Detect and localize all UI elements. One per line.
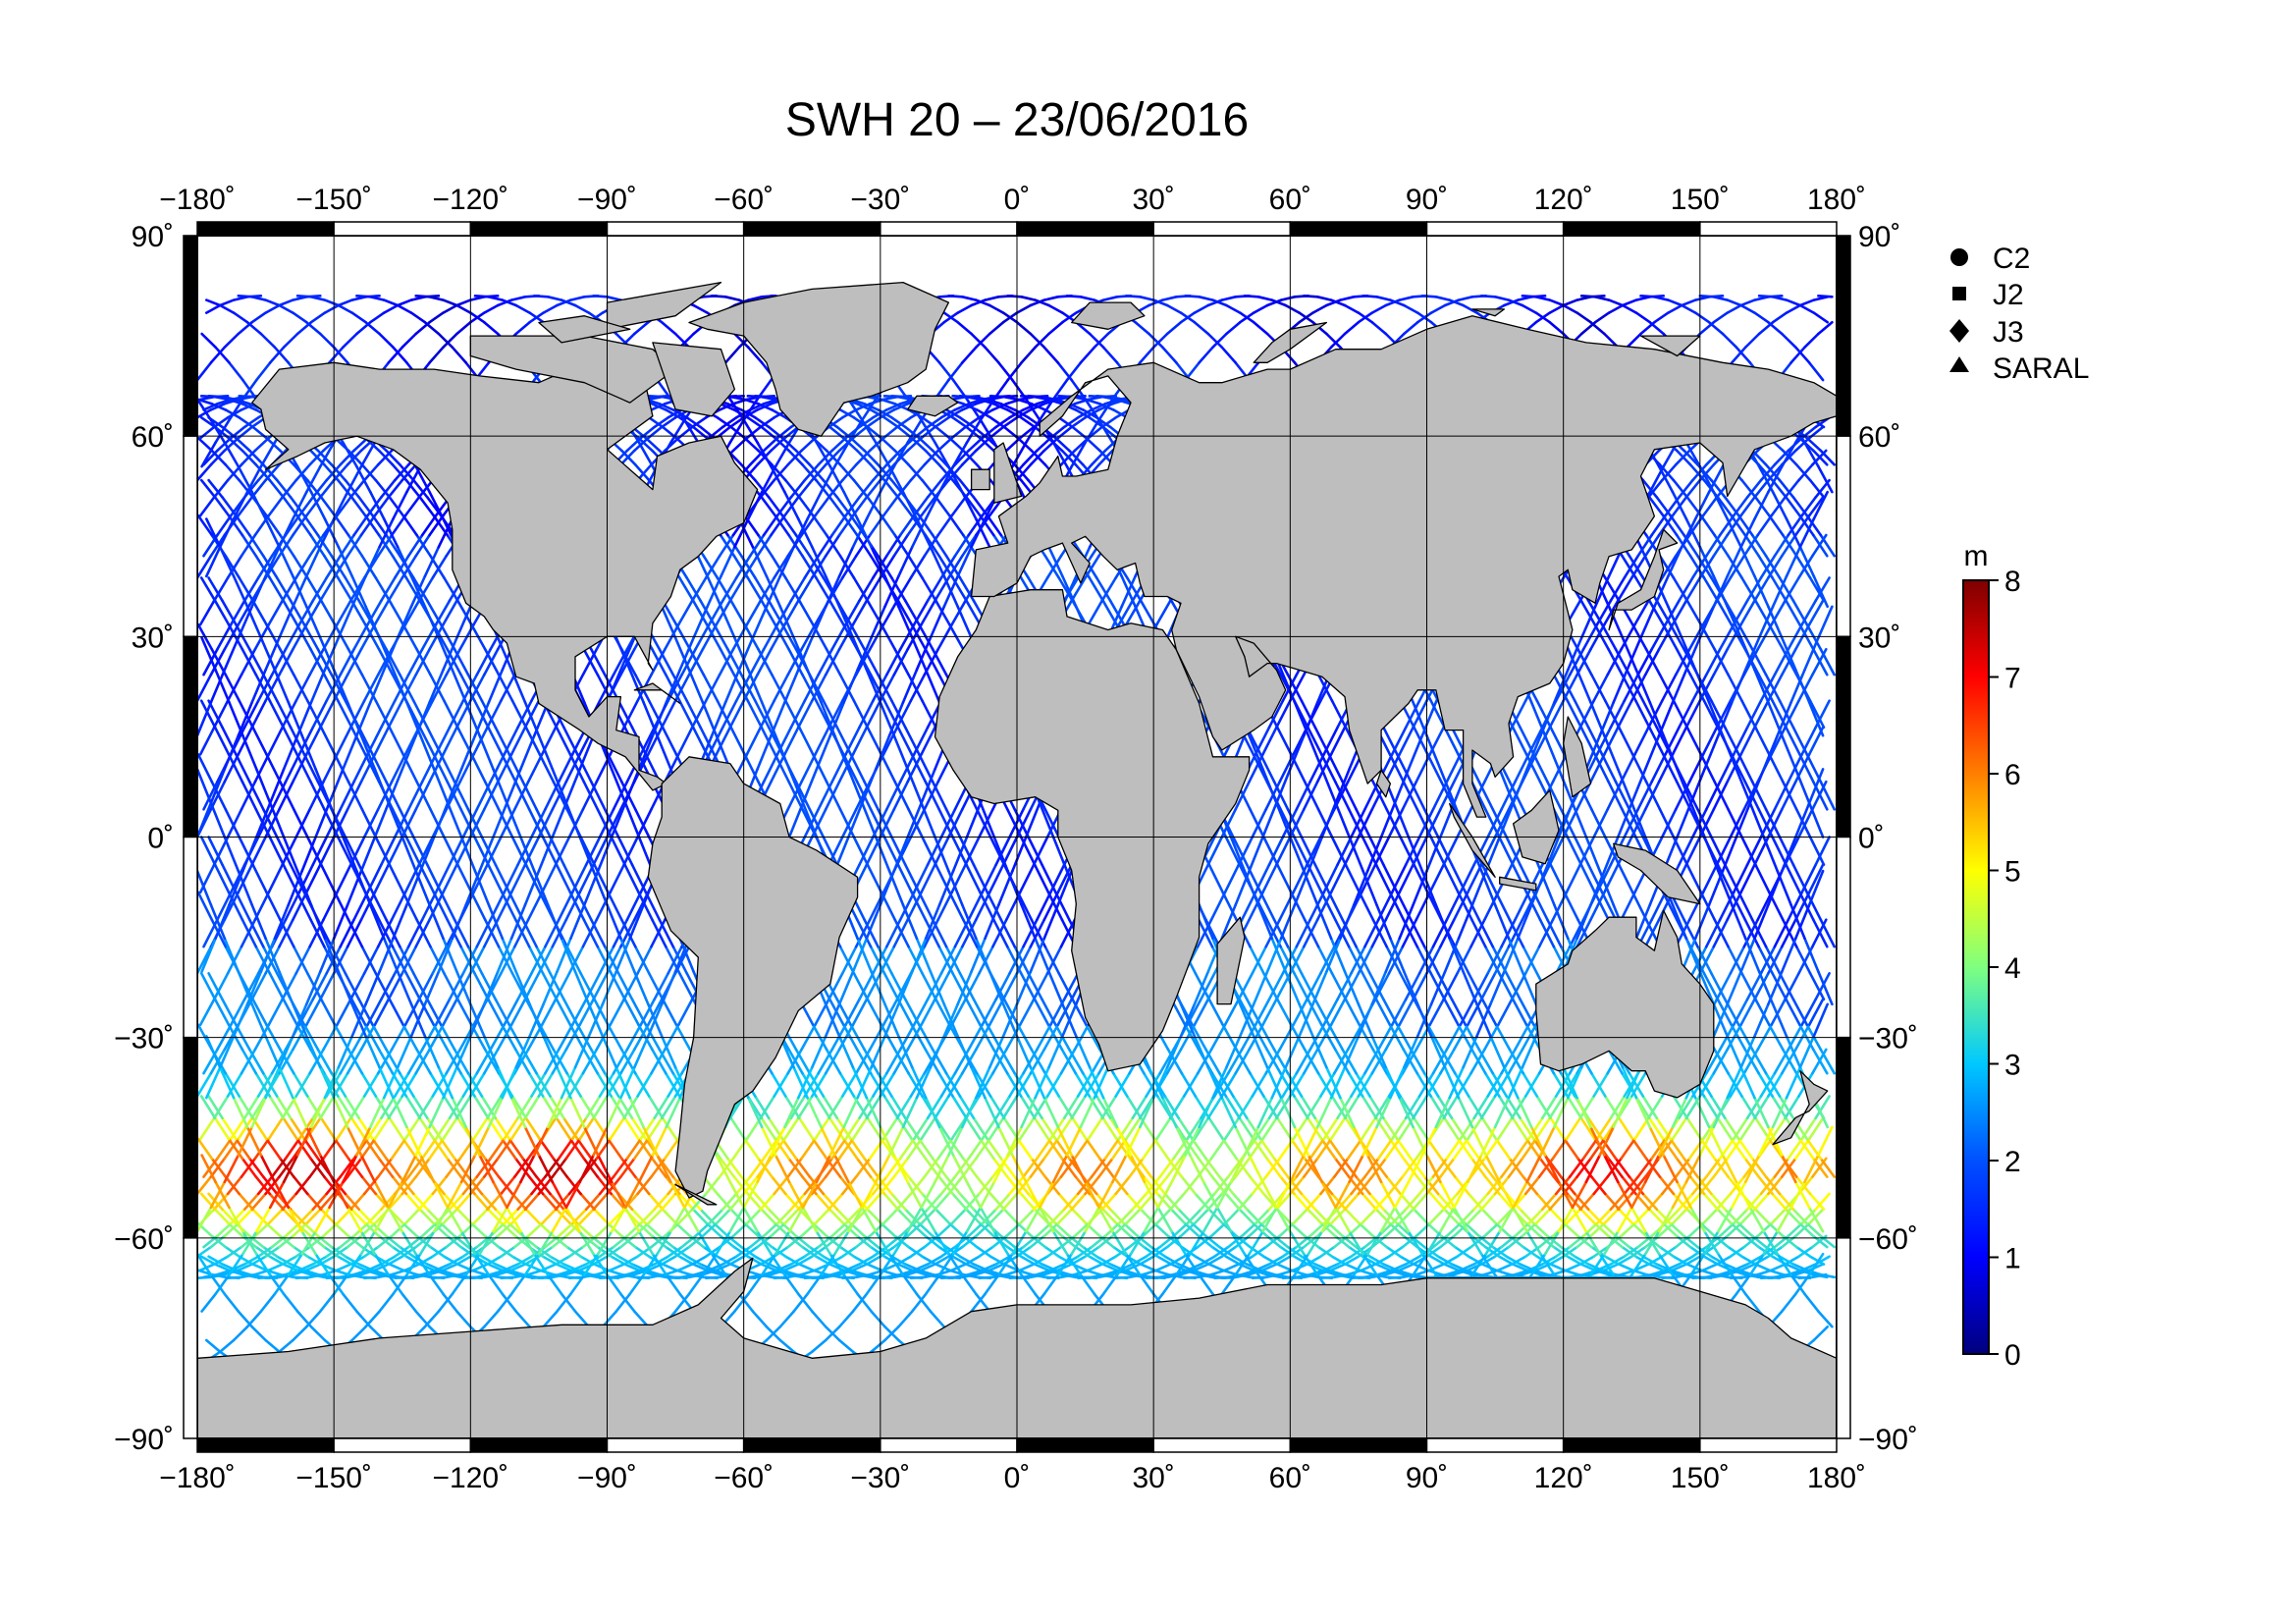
lon-tick-top: −180˚ xyxy=(159,184,236,216)
lon-tick-bottom: −90˚ xyxy=(577,1462,637,1494)
lat-tick-right: −60˚ xyxy=(1858,1223,1918,1256)
colorbar-tick-label: 3 xyxy=(2004,1050,2021,1082)
lon-tick-bottom: 180˚ xyxy=(1807,1462,1866,1494)
lon-tick-top: 150˚ xyxy=(1671,184,1730,216)
legend-j3-label: J3 xyxy=(1993,316,2024,349)
lat-tick-left: 90˚ xyxy=(132,221,174,253)
lon-tick-bottom: 60˚ xyxy=(1269,1462,1311,1494)
latitude-ticks-left: 90˚ 60˚ 30˚ 0˚ −30˚ −60˚ −90˚ xyxy=(114,221,174,1456)
j2-marker-icon xyxy=(1952,287,1966,300)
colorbar-tick-label: 0 xyxy=(2004,1339,2021,1372)
lon-tick-bottom: 120˚ xyxy=(1534,1462,1593,1494)
longitude-ticks-bottom: −180˚ −150˚ −120˚ −90˚ −60˚ −30˚ 0˚ 30˚ 60˚ 90˚ 12… xyxy=(159,1462,1866,1494)
colorbar-tick-label: 7 xyxy=(2004,663,2021,695)
colorbar: m 0 1 2 3 4 5 6 7 8 xyxy=(1962,540,2021,1372)
lat-tick-left: −30˚ xyxy=(114,1023,174,1055)
lon-tick-bottom: −30˚ xyxy=(850,1462,910,1494)
saral-marker-icon xyxy=(1949,356,1969,372)
lat-tick-right: 30˚ xyxy=(1858,622,1900,654)
lon-tick-top: 180˚ xyxy=(1807,184,1866,216)
colorbar-tick-label: 6 xyxy=(2004,759,2021,791)
lat-tick-left: 30˚ xyxy=(132,622,174,654)
colorbar-tick-label: 8 xyxy=(2004,566,2021,598)
lon-tick-bottom: 90˚ xyxy=(1406,1462,1448,1494)
colorbar-unit-label: m xyxy=(1964,540,1989,572)
lat-tick-left: −90˚ xyxy=(114,1424,174,1456)
lat-tick-left: −60˚ xyxy=(114,1223,174,1256)
colorbar-tick-label: 5 xyxy=(2004,856,2021,889)
legend-saral-label: SARAL xyxy=(1993,352,2089,385)
longitude-ticks-top: −180˚ −150˚ −120˚ −90˚ −60˚ −30˚ 0˚ 30˚ 60˚ 90˚ 12… xyxy=(159,184,1866,216)
lon-tick-top: 30˚ xyxy=(1132,184,1174,216)
satellite-legend: C2 J2 J3 SARAL xyxy=(1949,243,2089,385)
colorbar-tick-label: 1 xyxy=(2004,1243,2021,1275)
graticule xyxy=(197,236,1837,1438)
lon-tick-top: −90˚ xyxy=(577,184,637,216)
colorbar-ticks: 0 1 2 3 4 5 6 7 8 xyxy=(1989,566,2021,1372)
colorbar-tick-label: 2 xyxy=(2004,1146,2021,1178)
lat-tick-right: 0˚ xyxy=(1858,823,1885,855)
latitude-ticks-right: 90˚ 60˚ 30˚ 0˚ −30˚ −60˚ −90˚ xyxy=(1858,221,1918,1456)
legend-c2-label: C2 xyxy=(1993,243,2030,275)
lon-tick-top: 120˚ xyxy=(1534,184,1593,216)
lon-tick-bottom: −150˚ xyxy=(295,1462,372,1494)
lat-tick-right: 60˚ xyxy=(1858,421,1900,454)
lon-tick-bottom: −120˚ xyxy=(433,1462,509,1494)
lon-tick-top: 0˚ xyxy=(1004,184,1031,216)
chart-title: SWH 20 – 23/06/2016 xyxy=(785,94,1249,146)
colorbar-gradient xyxy=(1962,579,1990,1355)
map-area xyxy=(183,221,1851,1453)
checkered-map-border xyxy=(183,221,1851,1453)
lat-tick-right: −30˚ xyxy=(1858,1023,1918,1055)
lon-tick-top: 90˚ xyxy=(1406,184,1448,216)
lat-tick-left: 0˚ xyxy=(147,823,174,855)
lon-tick-bottom: 30˚ xyxy=(1132,1462,1174,1494)
lat-tick-left: 60˚ xyxy=(132,421,174,454)
lon-tick-top: −150˚ xyxy=(295,184,372,216)
colorbar-tick-label: 4 xyxy=(2004,952,2021,985)
lon-tick-top: 60˚ xyxy=(1269,184,1311,216)
j3-marker-icon xyxy=(1949,319,1969,343)
lon-tick-bottom: 0˚ xyxy=(1004,1462,1031,1494)
lon-tick-top: −30˚ xyxy=(850,184,910,216)
lon-tick-top: −120˚ xyxy=(433,184,509,216)
lon-tick-bottom: 150˚ xyxy=(1671,1462,1730,1494)
lon-tick-top: −60˚ xyxy=(714,184,774,216)
lon-tick-bottom: −180˚ xyxy=(159,1462,236,1494)
lat-tick-right: −90˚ xyxy=(1858,1424,1918,1456)
lat-tick-right: 90˚ xyxy=(1858,221,1900,253)
c2-marker-icon xyxy=(1950,248,1968,266)
lon-tick-bottom: −60˚ xyxy=(714,1462,774,1494)
legend-j2-label: J2 xyxy=(1993,279,2024,311)
